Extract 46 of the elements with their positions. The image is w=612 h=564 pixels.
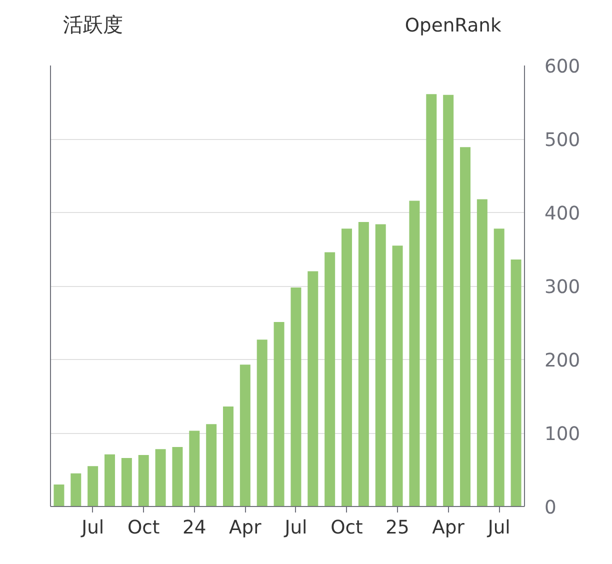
bar: [409, 200, 420, 506]
y2-tick-label: 200: [544, 350, 580, 372]
x-tick-label: Jul: [284, 518, 308, 538]
bar: [88, 466, 98, 506]
bar: [189, 430, 200, 506]
y2-tick-label: 500: [544, 130, 580, 151]
bar: [494, 228, 504, 506]
bar: [256, 340, 268, 506]
bar: [392, 246, 403, 506]
bar: [104, 454, 115, 506]
y2-tick-label: 600: [544, 56, 580, 78]
y2-tick-label: 0: [544, 498, 556, 518]
y-axis-title: 活跃度: [62, 12, 123, 36]
bar: [206, 424, 217, 506]
bar: [223, 406, 234, 506]
x-tick-label: 24: [182, 518, 206, 538]
bar: [155, 449, 166, 506]
x-tick-label: Jul: [80, 518, 104, 538]
x-tick-label: Jul: [486, 518, 510, 538]
bar: [70, 473, 82, 506]
x-tick-label: Oct: [127, 518, 160, 538]
x-tick-label: 25: [386, 518, 410, 538]
y2-tick-label: 300: [544, 277, 580, 298]
bar: [426, 94, 437, 506]
bar: [476, 199, 488, 506]
bar: [342, 228, 352, 506]
y2-tick-label: 100: [544, 424, 580, 445]
bar: [121, 458, 132, 506]
y2-tick-label: 400: [544, 204, 580, 224]
bar: [172, 446, 183, 506]
bar: [358, 222, 369, 506]
bar: [375, 224, 386, 506]
x-tick-label: Apr: [229, 518, 262, 538]
x-tick-label: Apr: [432, 518, 465, 538]
bar: [324, 252, 336, 506]
bar: [290, 287, 302, 506]
x-tick-label: Oct: [330, 518, 363, 538]
bar: [510, 260, 522, 506]
bar: [138, 455, 149, 506]
y2-axis-title: OpenRank: [404, 16, 502, 36]
bar: [308, 271, 318, 506]
bar: [240, 364, 250, 506]
bar: [54, 484, 64, 506]
bar: [274, 322, 284, 506]
bar: [460, 147, 470, 506]
bar: [443, 94, 454, 506]
